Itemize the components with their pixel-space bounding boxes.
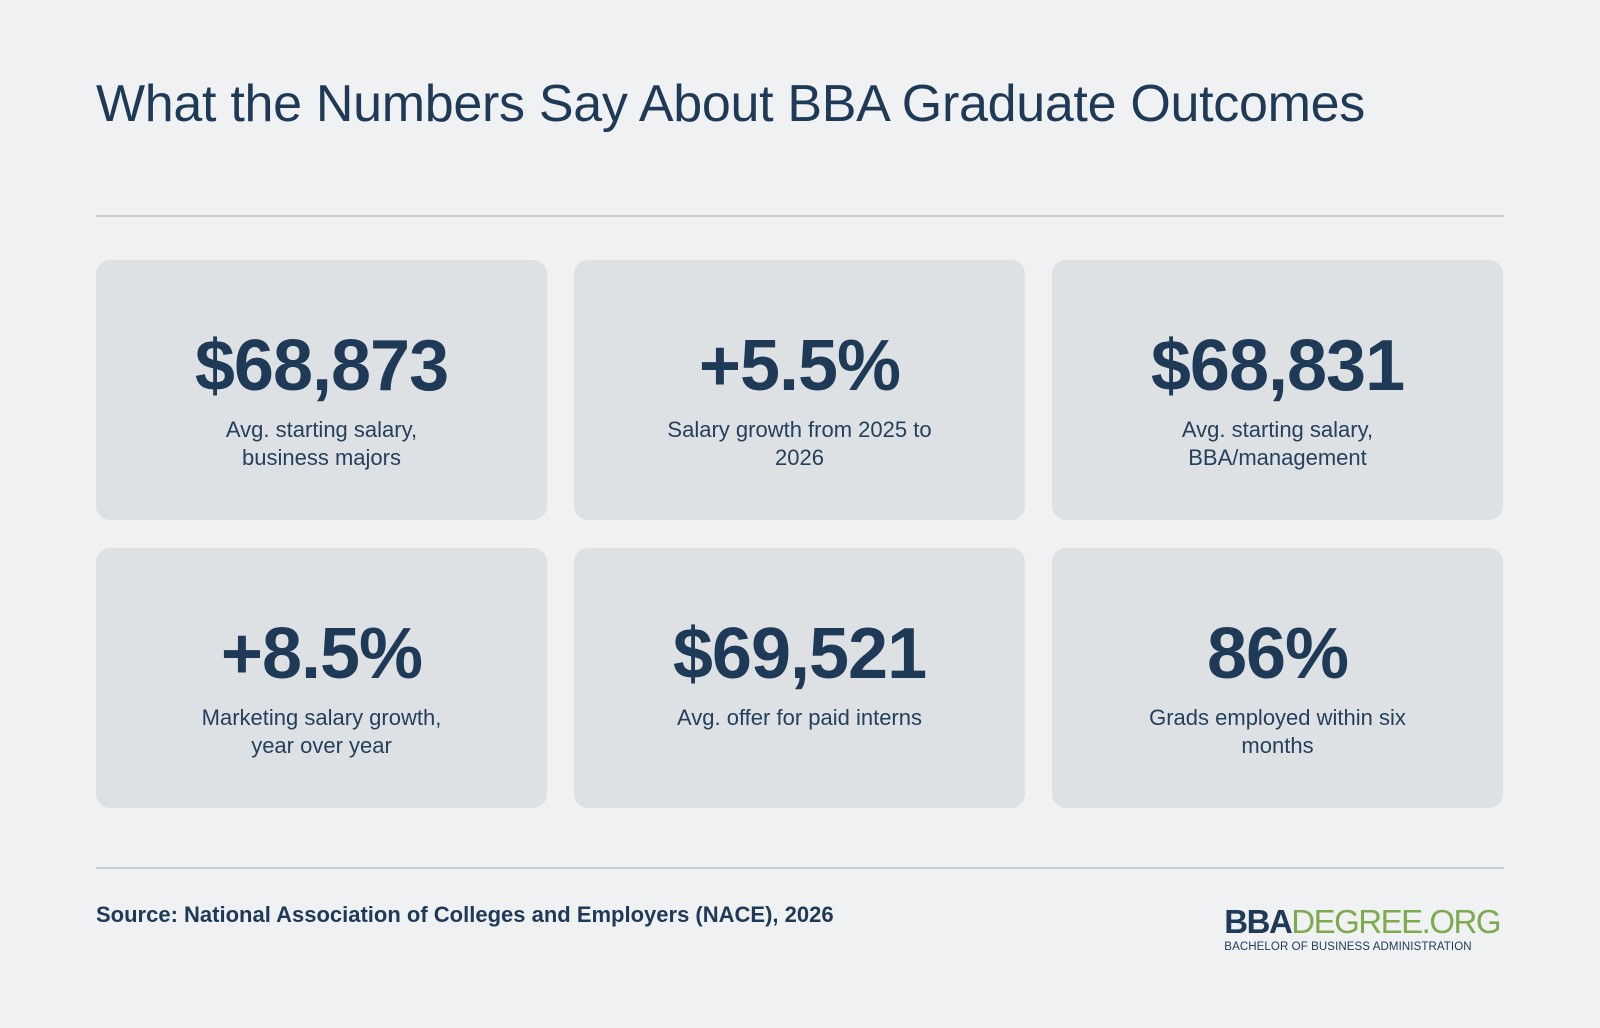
source-note: Source: National Association of Colleges… [96,902,834,927]
stat-label: Avg. starting salary, BBA/management [1181,417,1374,470]
bottom-divider [96,867,1504,869]
stat-value: $68,831 [1150,326,1405,406]
logo-wordmark: BBADEGREE.ORG [1224,903,1501,940]
stat-card-salary-growth: +5.5% Salary growth from 2025 to 2026 [574,260,1025,520]
stat-card-intern-offer: $69,521 Avg. offer for paid interns [574,548,1025,808]
page-title: What the Numbers Say About BBA Graduate … [96,75,1365,133]
stat-card-avg-salary-business: $68,873 Avg. starting salary, business m… [96,260,547,520]
logo-degree-text: DEGREE.ORG [1291,903,1501,940]
stat-label: Avg. offer for paid interns [677,705,922,730]
stat-value: +8.5% [220,614,423,694]
stat-label: Marketing salary growth, year over year [201,705,442,758]
logo-tagline: BACHELOR OF BUSINESS ADMINISTRATION [1224,941,1472,953]
stats-grid: $68,873 Avg. starting salary, business m… [96,260,1504,808]
stat-value: 86% [1206,614,1349,694]
stat-label: Avg. starting salary, business majors [225,417,418,470]
bbadegree-logo: BBADEGREE.ORG BACHELOR OF BUSINESS ADMIN… [1224,903,1501,954]
logo-bba-text: BBA [1224,903,1293,940]
stat-label: Grads employed within six months [1149,705,1406,758]
stat-value: $68,873 [194,326,449,406]
top-divider [96,215,1504,217]
stat-value: +5.5% [698,326,901,406]
stat-card-avg-salary-bba: $68,831 Avg. starting salary, BBA/manage… [1052,260,1503,520]
stat-value: $69,521 [672,614,927,694]
stat-card-employment-rate: 86% Grads employed within six months [1052,548,1503,808]
stat-label: Salary growth from 2025 to 2026 [667,417,932,470]
stat-card-marketing-growth: +8.5% Marketing salary growth, year over… [96,548,547,808]
